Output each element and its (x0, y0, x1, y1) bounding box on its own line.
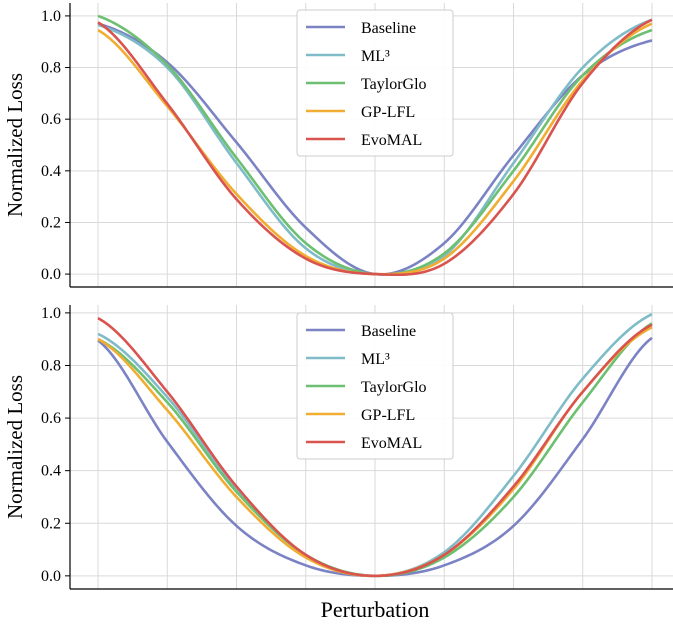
legend-label: Baseline (361, 20, 416, 37)
legend-label: ML³ (361, 48, 390, 65)
legend-label: TaylorGlo (361, 379, 427, 396)
legend-label: GP-LFL (361, 407, 415, 424)
y-tick-label: 0.8 (41, 60, 61, 77)
legend-label: GP-LFL (361, 104, 415, 121)
series-line-evomal (97, 18, 653, 277)
y-tick-label: 0.2 (41, 515, 61, 532)
y-tick-label: 0.8 (41, 357, 61, 374)
top-panel: 0.0 0.2 0.4 0.6 0.8 1.0 Normalized Loss Baselin… (3, 3, 673, 288)
y-tick-label: 1.0 (41, 8, 61, 25)
y-tick-label: 0.4 (41, 463, 61, 480)
y-tick-label: 1.0 (41, 305, 61, 322)
legend-box (296, 312, 454, 460)
y-tick-label: 0.6 (41, 410, 61, 427)
y-axis-label: Normalized Loss (3, 73, 27, 217)
series-line-evomal (97, 317, 653, 578)
y-axis-label: Normalized Loss (3, 375, 27, 519)
x-axis-label: Perturbation (321, 597, 430, 622)
legend-box (296, 9, 454, 157)
bottom-panel: 0.0 0.2 0.4 0.6 0.8 1.0 Normalized Loss Baselin… (3, 305, 673, 590)
y-tick-label: 0.6 (41, 111, 61, 128)
legend-label: ML³ (361, 351, 390, 368)
legend-label: Baseline (361, 323, 416, 340)
y-tick-label: 0.4 (41, 163, 61, 180)
legend-label: TaylorGlo (361, 76, 427, 93)
y-tick-label: 0.0 (41, 266, 61, 283)
y-tick-label: 0.2 (41, 214, 61, 231)
legend-label: EvoMAL (361, 132, 422, 149)
y-tick-label: 0.0 (41, 568, 61, 585)
legend-label: EvoMAL (361, 435, 422, 452)
